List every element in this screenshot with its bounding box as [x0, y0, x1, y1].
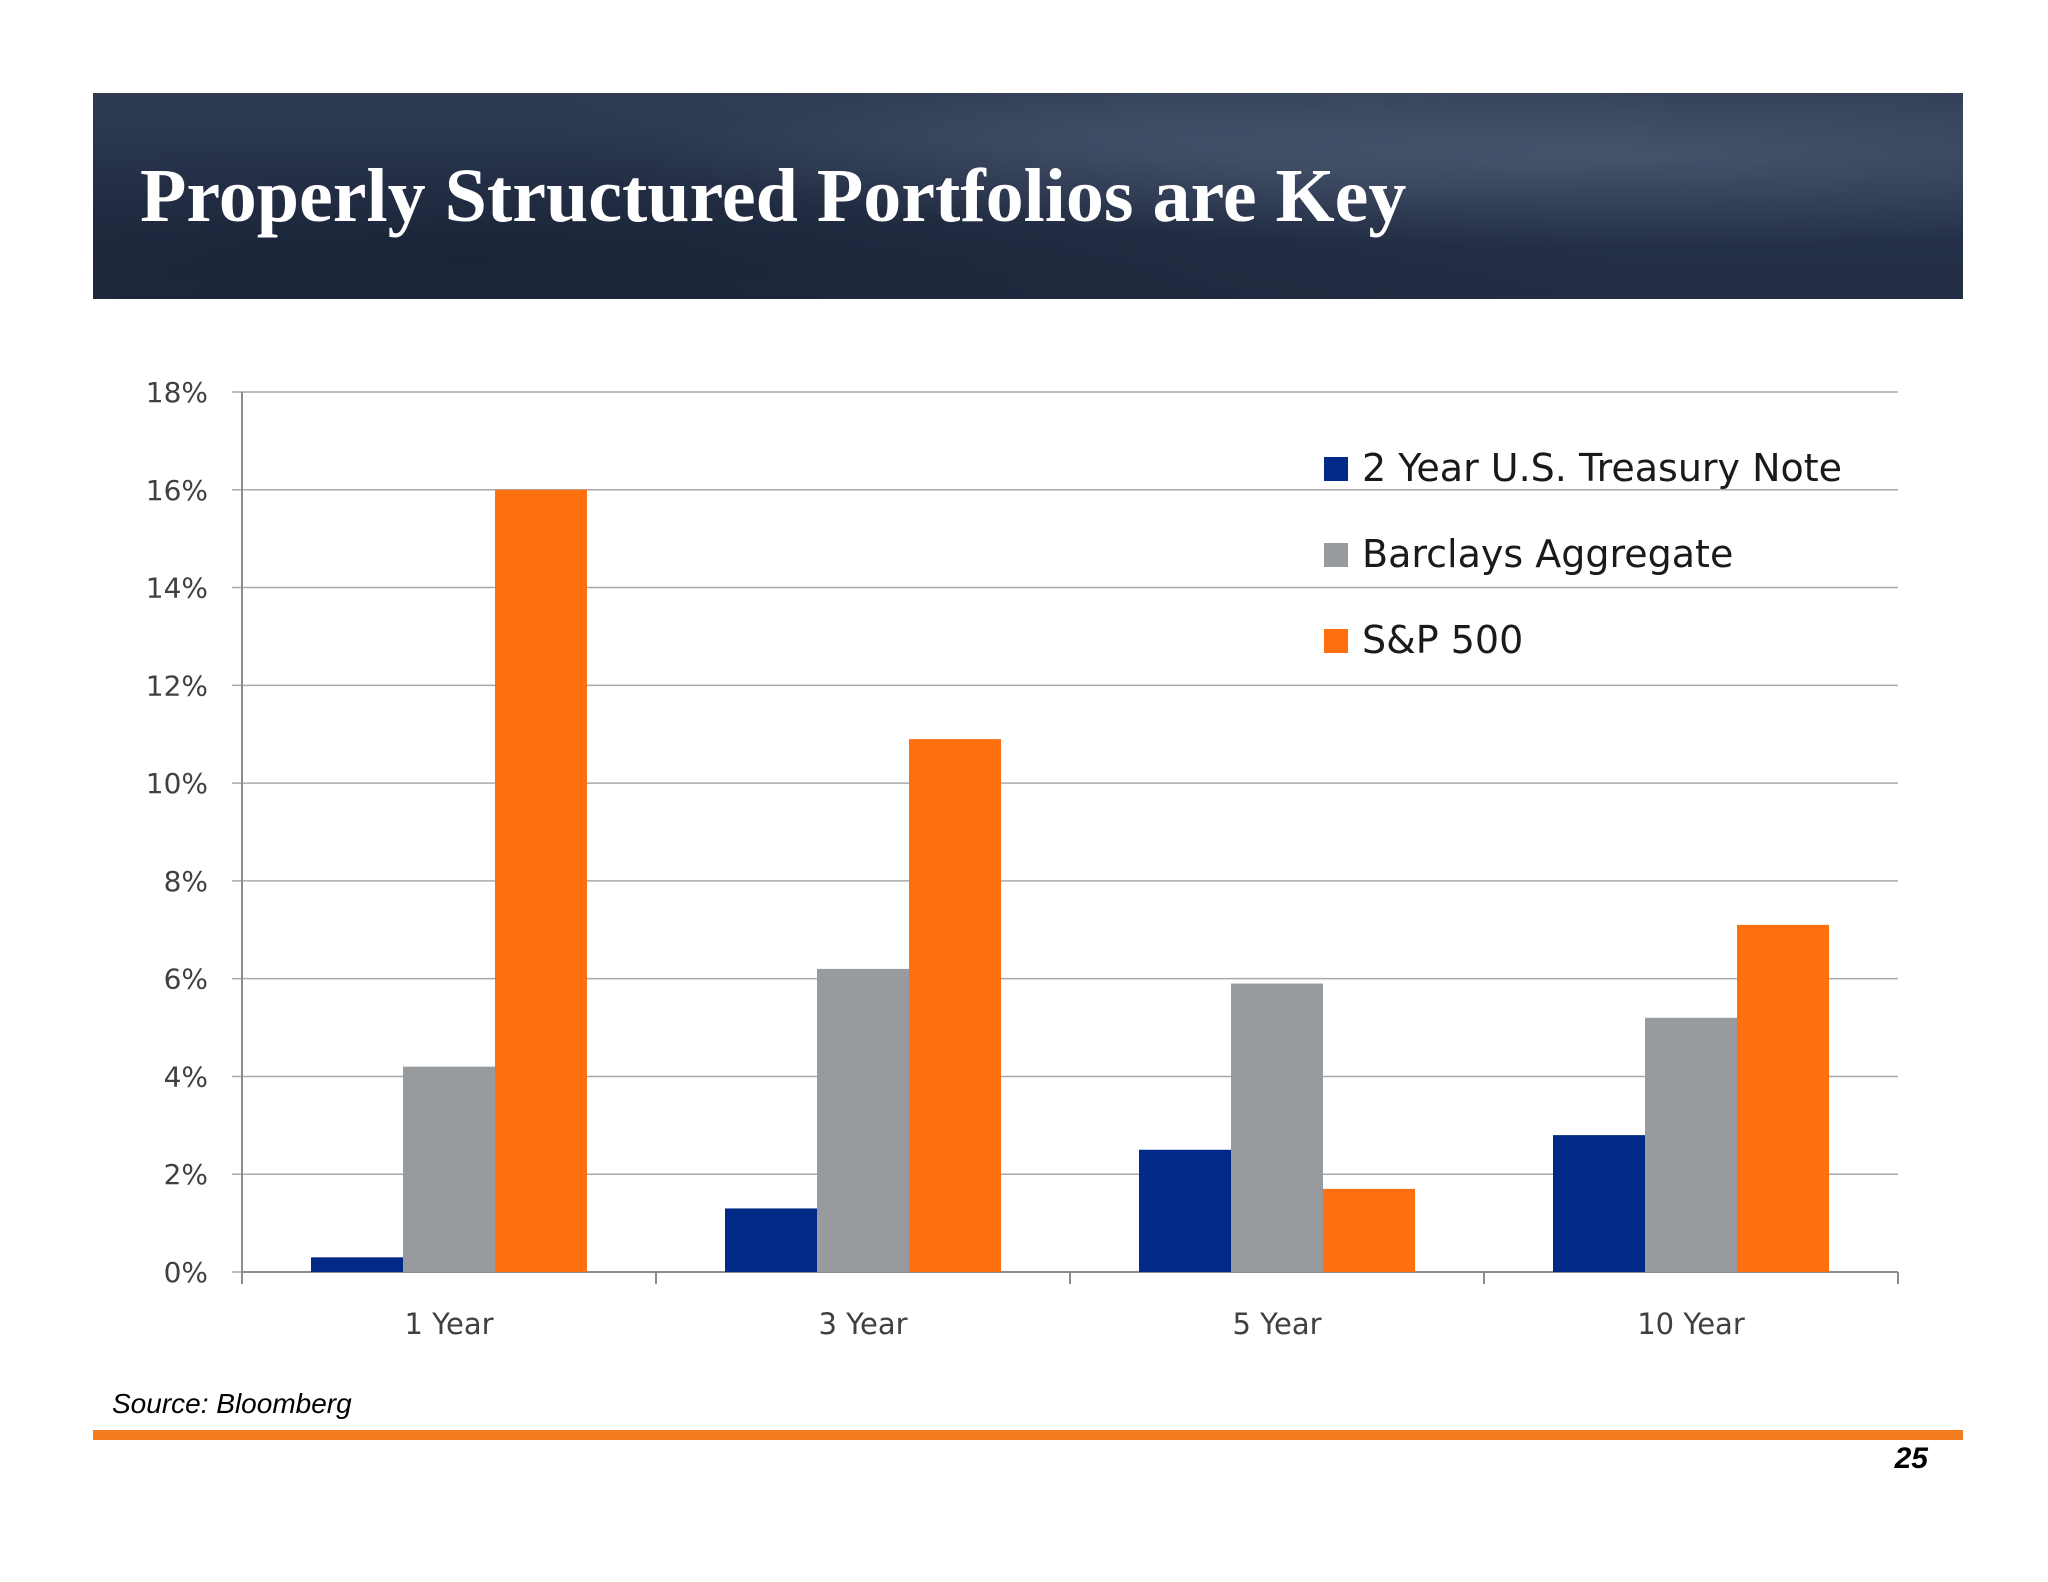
legend-swatch	[1324, 629, 1348, 653]
header-banner	[93, 93, 1963, 299]
source-note: Source: Bloomberg	[112, 1388, 352, 1419]
y-tick-label: 6%	[164, 963, 208, 996]
bar	[311, 1257, 403, 1272]
legend-swatch	[1324, 543, 1348, 567]
x-tick-label: 3 Year	[818, 1307, 907, 1341]
bar	[1737, 924, 1829, 1272]
bar	[725, 1208, 817, 1272]
page-number: 25	[1894, 1442, 1928, 1475]
tick-labels: 0% 2% 4% 6% 8% 10% 12% 14% 16% 18% 1 Year 3 Year 5 Y…	[146, 376, 1745, 1341]
y-tick-label: 10%	[146, 767, 208, 800]
bar	[1553, 1135, 1645, 1272]
bar	[1139, 1149, 1231, 1272]
bar	[817, 968, 909, 1272]
bar	[1323, 1188, 1415, 1272]
legend-label: 2 Year U.S. Treasury Note	[1362, 446, 1842, 490]
y-tick-label: 14%	[146, 572, 208, 605]
legend: 2 Year U.S. Treasury Note Barclays Aggreg…	[1324, 446, 1842, 662]
x-tick-label: 10 Year	[1637, 1307, 1745, 1341]
legend-swatch	[1324, 457, 1348, 481]
bar	[1231, 983, 1323, 1272]
x-tick-label: 1 Year	[404, 1307, 493, 1341]
bar	[1645, 1017, 1737, 1272]
page-title: Properly Structured Portfolios are Key	[140, 154, 1407, 238]
footer-rule	[93, 1430, 1963, 1440]
y-tick-label: 12%	[146, 669, 208, 702]
y-tick-label: 18%	[146, 376, 208, 409]
bars	[311, 489, 1829, 1272]
y-tick-label: 0%	[164, 1256, 208, 1289]
y-tick-label: 4%	[164, 1060, 208, 1093]
x-tick-label: 5 Year	[1232, 1307, 1321, 1341]
legend-label: S&P 500	[1362, 618, 1523, 662]
y-tick-label: 8%	[164, 865, 208, 898]
bar	[403, 1066, 495, 1272]
bar	[909, 739, 1001, 1272]
bar	[495, 489, 587, 1272]
y-tick-label: 16%	[146, 474, 208, 507]
legend-label: Barclays Aggregate	[1362, 532, 1733, 576]
y-tick-label: 2%	[164, 1158, 208, 1191]
